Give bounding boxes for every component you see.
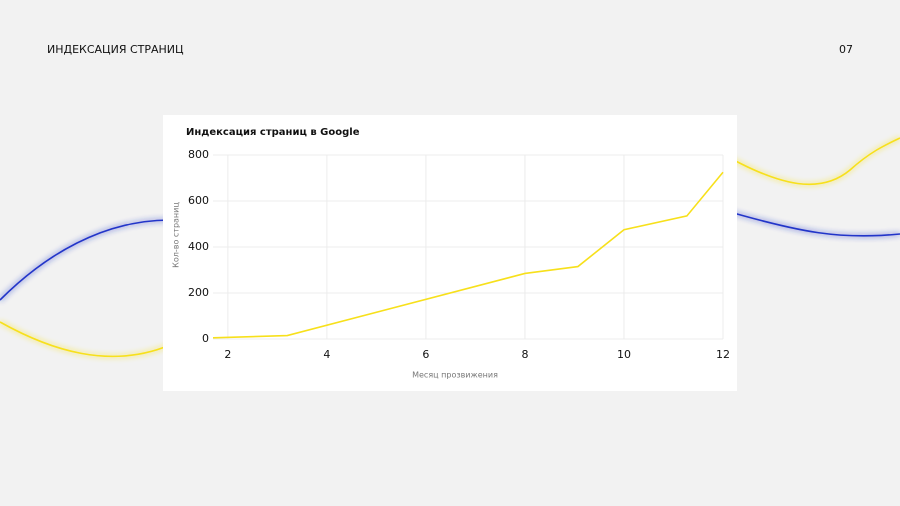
x-tick-label: 2 <box>224 348 231 361</box>
slide-title: ИНДЕКСАЦИЯ СТРАНИЦ <box>47 43 184 56</box>
x-tick-label: 6 <box>422 348 429 361</box>
x-tick-label: 4 <box>323 348 330 361</box>
x-tick-label: 10 <box>617 348 631 361</box>
y-tick-label: 200 <box>188 286 209 299</box>
y-tick-label: 800 <box>188 148 209 161</box>
chart-title: Индексация страниц в Google <box>186 127 360 138</box>
decor-wave-blue <box>0 219 171 301</box>
y-axis-label: Кол-во страниц <box>172 202 181 268</box>
chart-card <box>163 115 737 391</box>
decor-wave-blue <box>729 211 900 237</box>
y-tick-label: 400 <box>188 240 209 253</box>
x-axis-label: Месяц прозвижения <box>412 371 498 380</box>
x-tick-label: 12 <box>716 348 730 361</box>
decor-wave-yellow <box>729 137 900 186</box>
plot: 0 200 400 600 800 2 4 6 8 10 12 <box>188 148 730 361</box>
decor-wave-yellow <box>0 321 171 358</box>
y-tick-label: 600 <box>188 194 209 207</box>
x-tick-label: 8 <box>521 348 528 361</box>
page-number: 07 <box>839 43 853 56</box>
y-tick-label: 0 <box>202 332 209 345</box>
data-line <box>212 171 724 339</box>
